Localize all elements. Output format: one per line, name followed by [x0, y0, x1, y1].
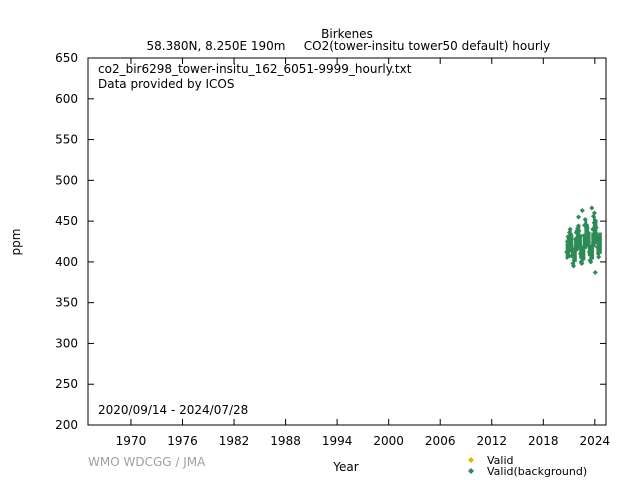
chart-station: Birkenes: [321, 27, 373, 41]
data-point: [579, 261, 585, 267]
data-band-segment: [594, 219, 598, 244]
credit-text: WMO WDCGG / JMA: [88, 455, 206, 469]
x-tick-label: 1988: [270, 434, 301, 448]
data-point: [593, 225, 599, 231]
legend: Valid Valid(background): [468, 454, 587, 478]
data-point: [576, 228, 582, 234]
data-point: [595, 244, 601, 250]
y-tick-label: 650: [55, 51, 78, 65]
data-point: [581, 233, 587, 239]
data-band-segment: [580, 247, 584, 265]
data-point: [579, 256, 585, 262]
y-tick-label: 450: [55, 214, 78, 228]
y-axis-label: ppm: [9, 229, 23, 256]
data-point: [586, 249, 592, 255]
data-point: [577, 251, 583, 257]
data-point: [566, 236, 572, 242]
data-point: [580, 244, 586, 250]
y-tick-label: 400: [55, 255, 78, 269]
data-point: [579, 208, 585, 214]
chart-series-desc: CO2(tower-insitu tower50 default) hourly: [304, 39, 550, 53]
data-point: [590, 226, 596, 232]
plot-frame: [87, 57, 607, 426]
y-tick-label: 250: [55, 377, 78, 391]
data-point: [582, 216, 588, 222]
data-point: [577, 238, 583, 244]
data-point: [576, 214, 582, 220]
data-point: [568, 231, 574, 237]
x-tick-label: 2012: [476, 434, 507, 448]
data-point: [567, 226, 573, 232]
x-tick-label: 1982: [219, 434, 250, 448]
y-tick-label: 200: [55, 418, 78, 432]
data-band-segment: [586, 224, 589, 248]
x-tick-label: 2006: [425, 434, 456, 448]
data-point: [566, 253, 572, 259]
x-tick-label: 1976: [167, 434, 198, 448]
data-band-segment: [584, 219, 588, 249]
x-tick-label: 2000: [373, 434, 404, 448]
data-point: [584, 225, 590, 231]
data-point: [585, 230, 591, 236]
x-tick-label: 2024: [580, 434, 611, 448]
x-axis: 1970 1976 1982 1988 1994 2000 2006 2012 2018 2024: [116, 58, 610, 448]
data-point: [596, 254, 602, 260]
legend-valid-marker: [468, 457, 474, 463]
y-tick-label: 600: [55, 92, 78, 106]
y-axis: 200 250 300 350 400 450 500 550 600 650: [55, 51, 606, 432]
chart-location: 58.380N, 8.250E 190m: [147, 39, 286, 53]
annotation-date-range: 2020/09/14 - 2024/07/28: [98, 403, 248, 417]
y-tick-label: 500: [55, 173, 78, 187]
legend-valid-label: Valid: [487, 454, 514, 467]
data-point: [571, 263, 577, 269]
data-point: [596, 249, 602, 255]
data-point: [575, 223, 581, 229]
data-point: [564, 249, 570, 255]
x-tick-label: 2018: [528, 434, 559, 448]
annotation-filename: co2_bir6298_tower-insitu_162_6051-9999_h…: [98, 62, 412, 76]
data-band-segment: [598, 232, 602, 254]
data-band-segment: [589, 245, 593, 264]
annotation-provider: Data provided by ICOS: [98, 77, 234, 91]
y-tick-label: 300: [55, 336, 78, 350]
data-point: [571, 257, 577, 263]
data-point: [593, 218, 599, 224]
data-point: [588, 254, 594, 260]
y-tick-label: 350: [55, 296, 78, 310]
data-band-segment: [572, 247, 576, 266]
data-band-segment: [579, 234, 582, 259]
data-point: [589, 205, 595, 211]
data-point: [597, 236, 603, 242]
x-tick-label: 1970: [116, 434, 147, 448]
data-point-layer: [564, 205, 603, 275]
data-point: [572, 247, 578, 253]
legend-background-marker: [468, 468, 474, 474]
data-band-segment: [592, 216, 596, 248]
x-tick-label: 1994: [322, 434, 353, 448]
x-axis-label: Year: [332, 460, 358, 474]
y-tick-label: 550: [55, 133, 78, 147]
data-point: [586, 239, 592, 245]
data-point: [573, 236, 579, 242]
data-point: [592, 269, 598, 275]
legend-background-label: Valid(background): [487, 465, 587, 478]
data-point: [568, 243, 574, 249]
data-band-segment: [568, 228, 572, 253]
data-point: [588, 259, 594, 265]
data-band-segment: [596, 232, 599, 254]
data-point: [591, 210, 597, 216]
data-band-segment: [577, 224, 581, 250]
data-point: [589, 243, 595, 249]
data-band-segment: [575, 229, 579, 252]
data-band-segment: [567, 235, 570, 258]
